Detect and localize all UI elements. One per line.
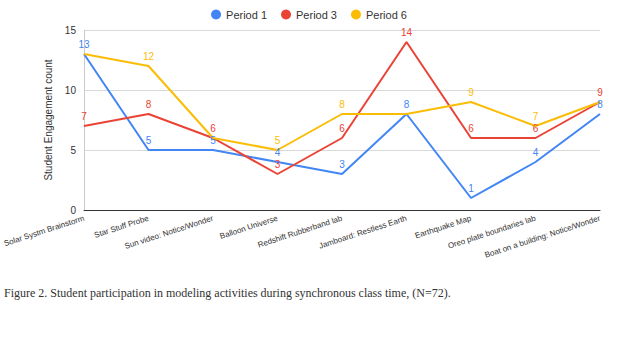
svg-text:15: 15 — [65, 25, 77, 36]
svg-text:6: 6 — [339, 123, 345, 134]
svg-text:6: 6 — [210, 123, 216, 134]
svg-text:Student Engagement count: Student Engagement count — [43, 59, 54, 180]
svg-text:Redshift Rubberband lab: Redshift Rubberband lab — [256, 213, 344, 250]
svg-text:Oreo plate boundaries lab: Oreo plate boundaries lab — [446, 213, 537, 251]
svg-text:Jamboard: Restless Earth: Jamboard: Restless Earth — [318, 214, 408, 251]
svg-text:12: 12 — [143, 51, 155, 62]
svg-text:4: 4 — [275, 147, 281, 158]
svg-text:Sun video: Notice/Wonder: Sun video: Notice/Wonder — [124, 214, 215, 251]
svg-text:Solar Systm Brainstorm: Solar Systm Brainstorm — [3, 214, 86, 249]
svg-text:5: 5 — [210, 135, 216, 146]
svg-text:4: 4 — [533, 147, 539, 158]
svg-text:8: 8 — [597, 99, 603, 110]
svg-text:Earthquake Map: Earthquake Map — [413, 213, 473, 241]
svg-text:Period 3: Period 3 — [296, 9, 337, 21]
html-text:Figure 2. Student participatio: Figure 2. Student participation in model… — [4, 286, 451, 300]
svg-text:3: 3 — [275, 159, 281, 170]
svg-text:Star Stuff Probe: Star Stuff Probe — [93, 213, 150, 240]
svg-text:Period 1: Period 1 — [226, 9, 267, 21]
svg-text:9: 9 — [468, 87, 474, 98]
svg-text:5: 5 — [275, 135, 281, 146]
svg-text:8: 8 — [146, 99, 152, 110]
svg-text:5: 5 — [146, 135, 152, 146]
svg-text:3: 3 — [339, 159, 345, 170]
svg-text:6: 6 — [468, 123, 474, 134]
svg-text:6: 6 — [533, 123, 539, 134]
svg-text:Period 6: Period 6 — [366, 9, 407, 21]
svg-text:14: 14 — [401, 27, 413, 38]
svg-text:9: 9 — [597, 87, 603, 98]
svg-text:Balloon Universe: Balloon Universe — [218, 213, 279, 241]
svg-text:7: 7 — [533, 111, 539, 122]
svg-text:7: 7 — [81, 111, 87, 122]
svg-text:1: 1 — [468, 183, 474, 194]
svg-text:5: 5 — [70, 145, 76, 156]
svg-text:10: 10 — [65, 85, 77, 96]
svg-text:8: 8 — [339, 99, 345, 110]
svg-text:8: 8 — [404, 99, 410, 110]
svg-text:0: 0 — [70, 205, 76, 216]
svg-text:13: 13 — [78, 39, 90, 50]
svg-text:Boat on a building: Notice/Won: Boat on a building: Notice/Wonder — [484, 214, 602, 260]
